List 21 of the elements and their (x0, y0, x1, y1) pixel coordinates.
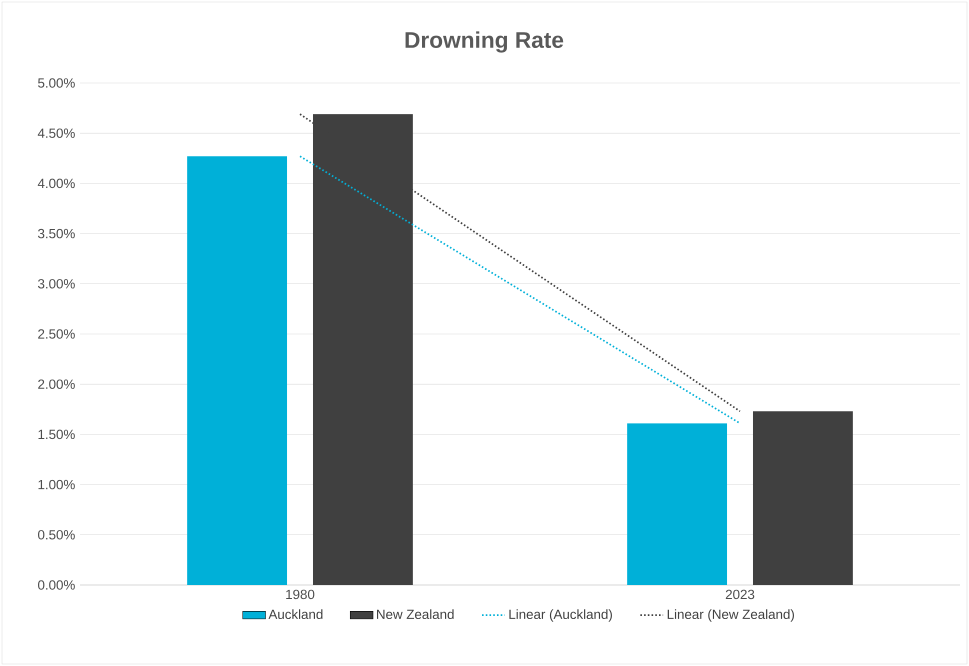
y-tick-label: 0.00% (38, 580, 75, 590)
y-tick-label: 5.00% (38, 78, 75, 88)
legend-label: Linear (New Zealand) (668, 609, 794, 622)
bar (752, 411, 853, 585)
y-tick-label: 1.00% (38, 480, 75, 490)
y-tick-label: 2.00% (38, 379, 75, 389)
y-tick-label: 0.50% (38, 530, 75, 540)
x-tick-label: 2023 (726, 590, 754, 600)
y-tick-label: 3.50% (38, 228, 75, 238)
y-tick-label: 4.50% (38, 128, 75, 138)
y-tick-label: 4.00% (38, 178, 75, 188)
bar (627, 423, 728, 585)
legend-label: Auckland (268, 609, 322, 620)
legend-label: Linear (Auckland) (509, 609, 612, 622)
legend-label: New Zealand (377, 609, 454, 620)
bar (187, 156, 288, 585)
y-tick-label: 1.50% (38, 430, 75, 440)
y-tick-label: 2.50% (38, 329, 75, 339)
chart-title: Drowning Rate (406, 31, 564, 53)
y-tick-label: 3.00% (38, 279, 75, 289)
x-tick-label: 1980 (286, 590, 314, 600)
